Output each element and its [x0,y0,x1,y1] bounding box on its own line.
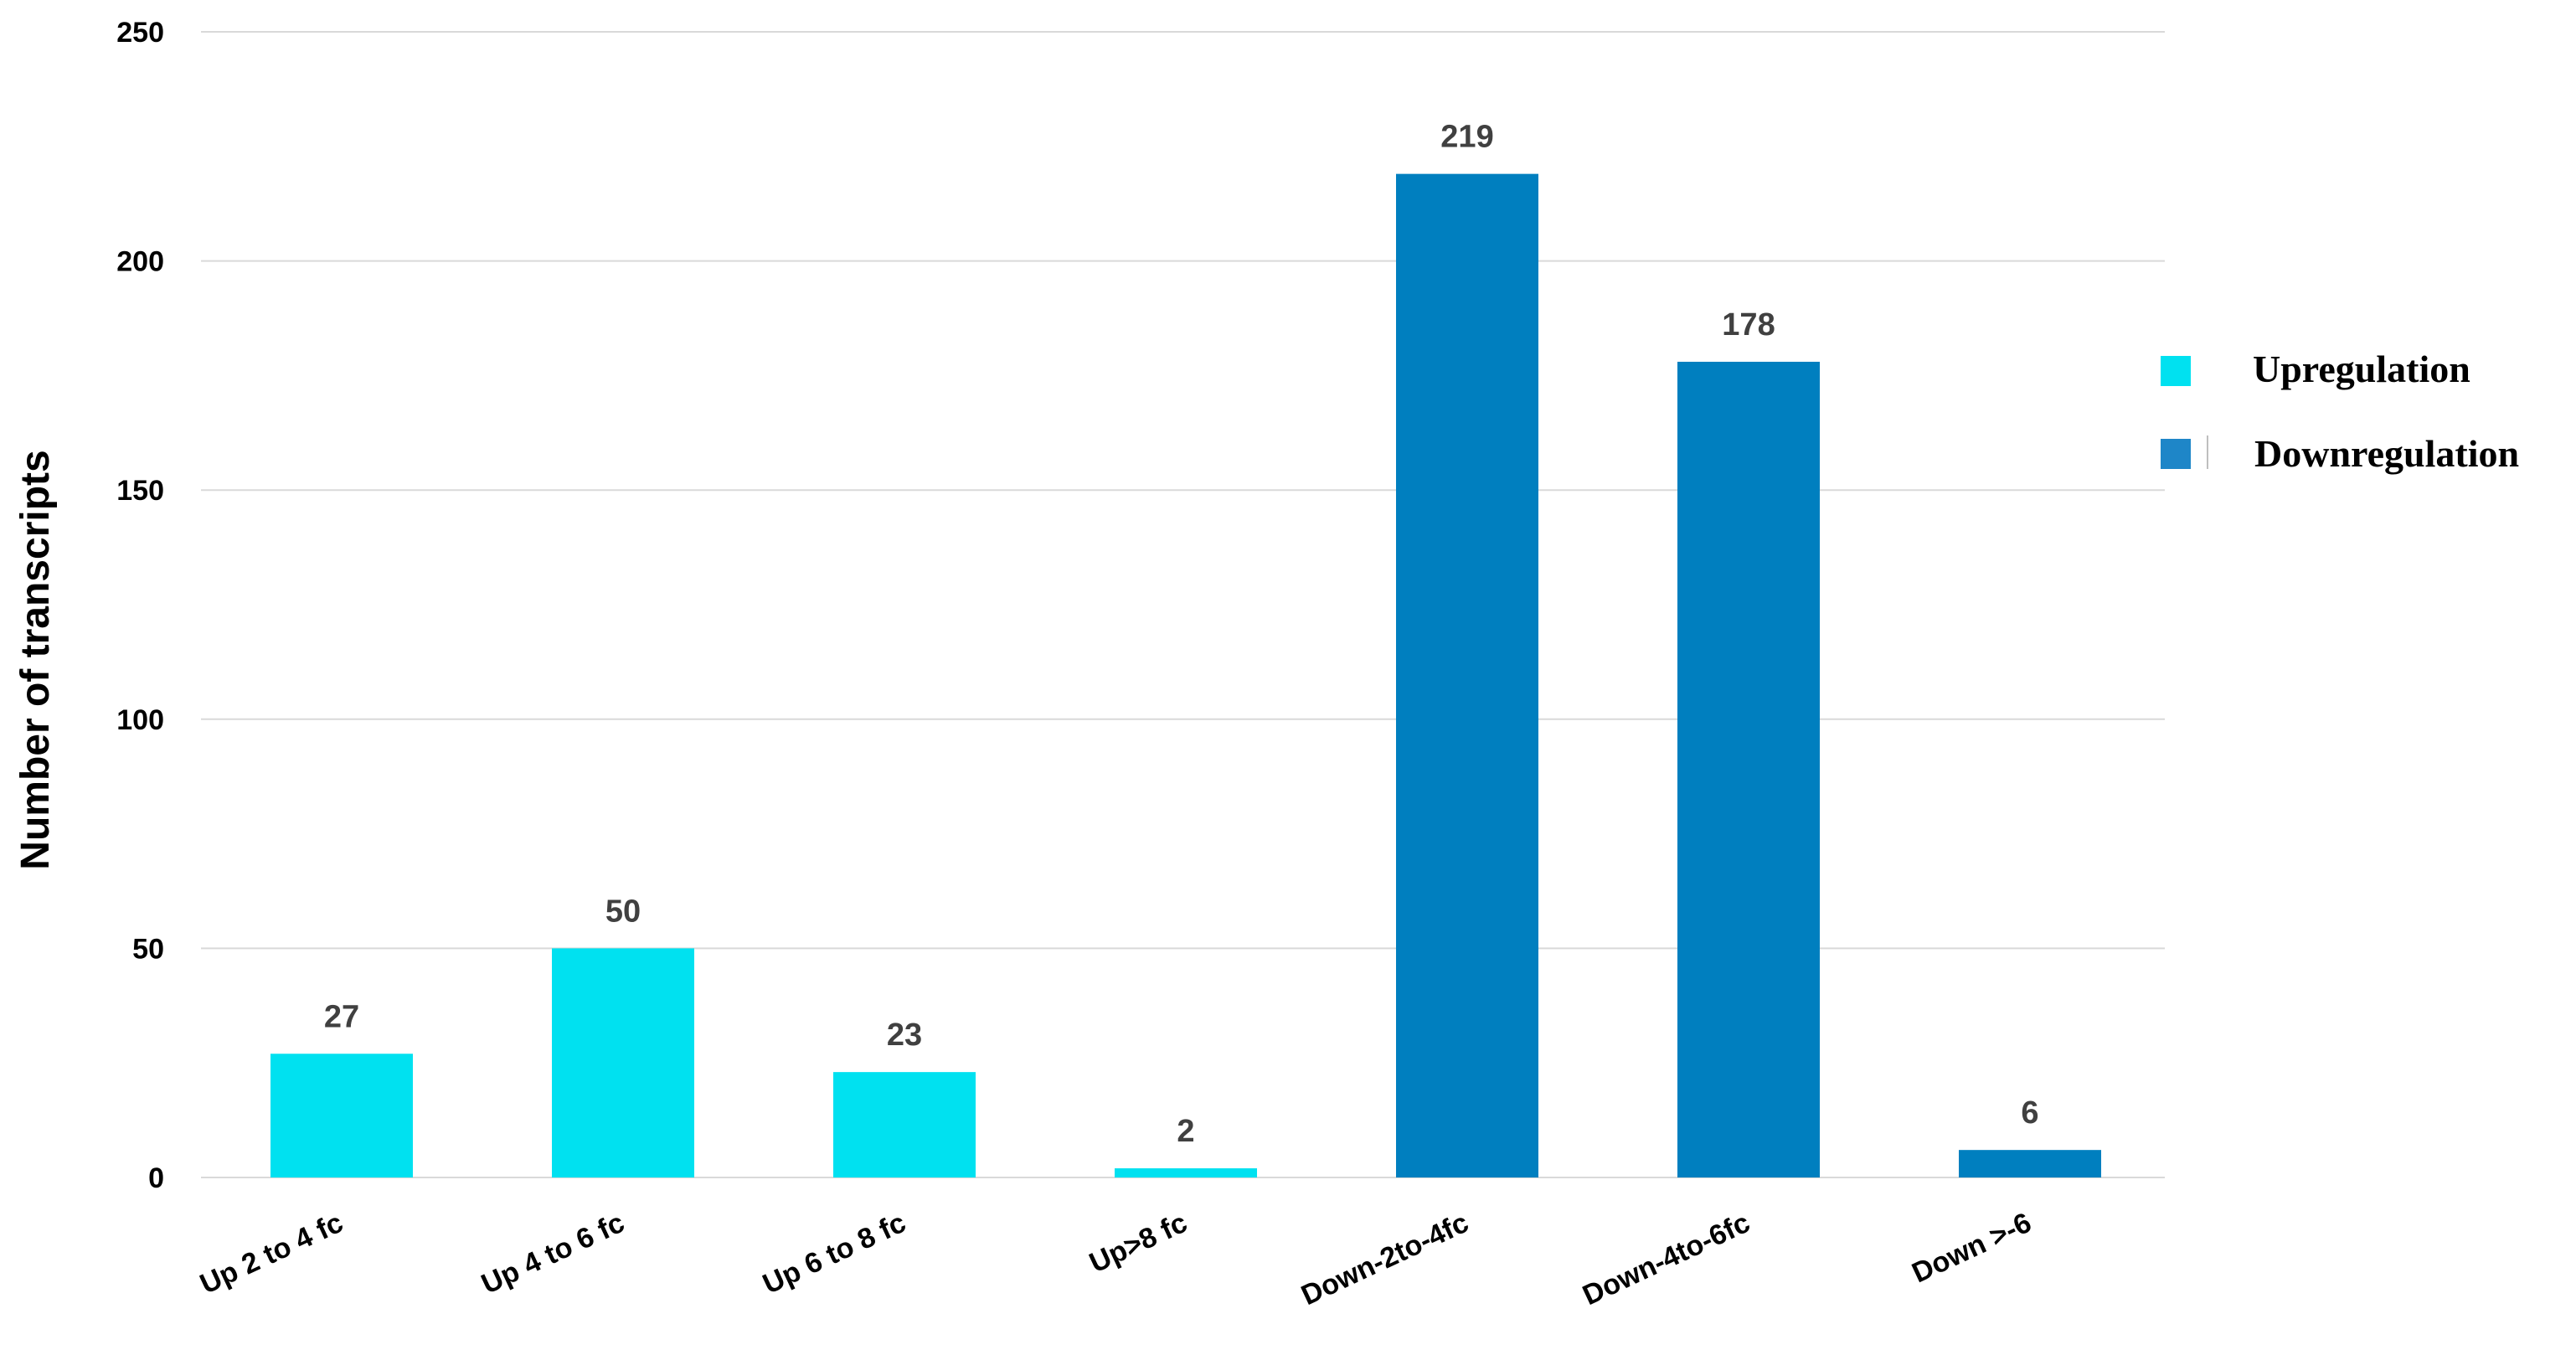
x-tick-label: Up 2 to 4 fc [195,1207,348,1301]
data-label: 50 [605,894,641,929]
y-axis-title: Number of transcripts [13,450,58,869]
y-tick-label: 0 [148,1162,164,1194]
bars [270,173,2101,1178]
data-label: 219 [1440,120,1493,155]
y-tick-label: 250 [116,17,164,49]
data-label: 2 [1177,1114,1194,1149]
y-tick-label: 150 [116,475,164,507]
x-tick-label: Up 6 to 8 fc [758,1207,910,1301]
data-label: 23 [887,1018,922,1053]
bar [1959,1150,2101,1177]
y-tick-label: 100 [116,704,164,736]
y-tick-label: 200 [116,246,164,278]
bar [1677,361,1820,1177]
x-tick-label: Down >-6 [1907,1207,2036,1290]
x-tick-label: Down-2to-4fc [1296,1207,1473,1311]
legend: Upregulation Downregulation [2161,348,2519,475]
bar [833,1072,976,1177]
bar [1115,1168,1257,1177]
y-tick-label: 50 [132,933,164,965]
legend-swatch-upregulation [2161,356,2191,386]
data-label: 6 [2021,1095,2038,1131]
bar [270,1054,413,1177]
bar [1396,173,1538,1178]
data-label: 27 [324,999,359,1034]
gridlines [201,31,2165,1178]
data-label: 178 [1722,307,1775,343]
x-tick-label: Up 4 to 6 fc [477,1207,629,1301]
data-labels: 27 50 23 2 219 178 6 [324,120,2039,1149]
legend-swatch-downregulation [2161,439,2191,469]
x-tick-label: Down-4to-6fc [1578,1207,1754,1311]
y-axis-ticks: 0 50 100 150 200 250 [116,17,164,1194]
x-tick-label: Up>8 fc [1084,1207,1192,1280]
x-axis-ticks: Up 2 to 4 fc Up 4 to 6 fc Up 6 to 8 fc Up>8… [195,1207,2036,1311]
bar [552,948,694,1177]
legend-label-upregulation: Upregulation [2253,348,2470,390]
legend-label-downregulation: Downregulation [2254,432,2519,475]
